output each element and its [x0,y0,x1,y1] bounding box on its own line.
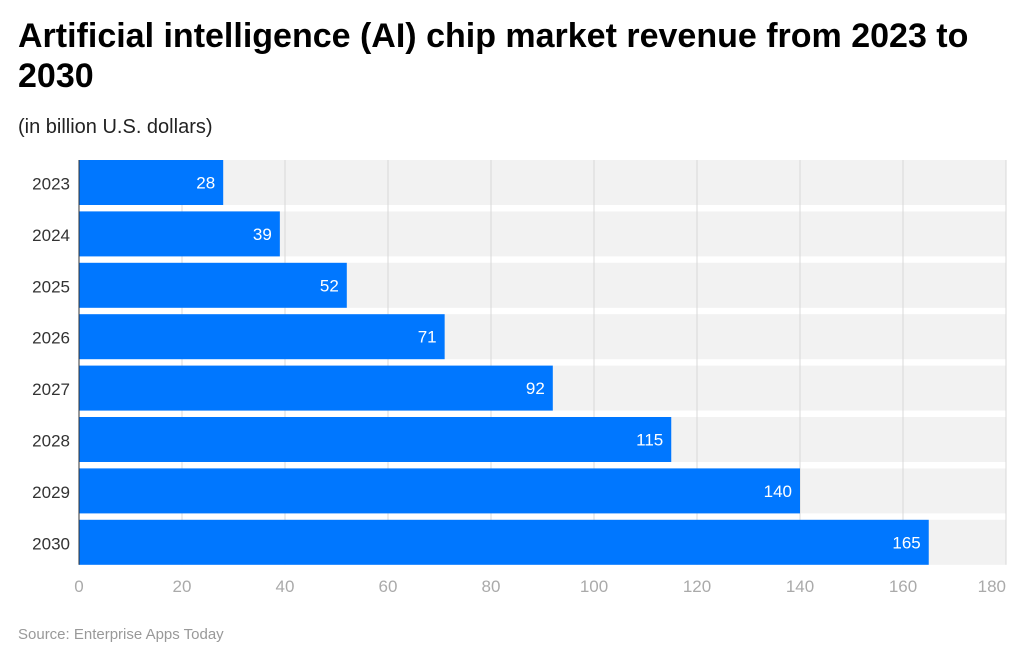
bar-2024 [79,211,280,257]
x-tick-label-40: 40 [276,577,295,596]
x-tick-label-80: 80 [482,577,501,596]
x-tick-label-180: 180 [978,577,1006,596]
x-tick-label-160: 160 [889,577,917,596]
data-label-2027: 92 [526,379,545,398]
data-label-2030: 165 [892,533,920,552]
category-label-2030: 2030 [32,534,70,553]
chart-subtitle: (in billion U.S. dollars) [18,116,213,138]
bar-2030 [79,519,929,565]
category-label-2024: 2024 [32,226,70,245]
bar-2023 [79,160,224,205]
data-label-2024: 39 [253,225,272,244]
category-label-2025: 2025 [32,277,70,296]
bar-2027 [79,365,553,411]
category-label-2029: 2029 [32,483,70,502]
bar-2025 [79,262,347,308]
chart-title: Artificial intelligence (AI) chip market… [18,17,969,95]
x-tick-label-60: 60 [379,577,398,596]
bar-2029 [79,468,800,514]
category-label-2027: 2027 [32,380,70,399]
data-label-2029: 140 [764,482,792,501]
data-label-2026: 71 [418,328,437,347]
bar-2028 [79,417,672,462]
bar-2026 [79,314,445,360]
source-note: Source: Enterprise Apps Today [18,626,224,643]
category-label-2026: 2026 [32,329,70,348]
x-tick-label-140: 140 [786,577,814,596]
data-label-2025: 52 [320,276,339,295]
category-label-2023: 2023 [32,175,70,194]
data-label-2028: 115 [636,431,663,450]
x-tick-label-100: 100 [580,577,608,596]
row-band [79,160,1006,205]
x-tick-label-0: 0 [74,577,83,596]
category-label-2028: 2028 [32,432,70,451]
data-label-2023: 28 [196,174,215,193]
x-tick-label-20: 20 [173,577,192,596]
x-tick-label-120: 120 [683,577,711,596]
